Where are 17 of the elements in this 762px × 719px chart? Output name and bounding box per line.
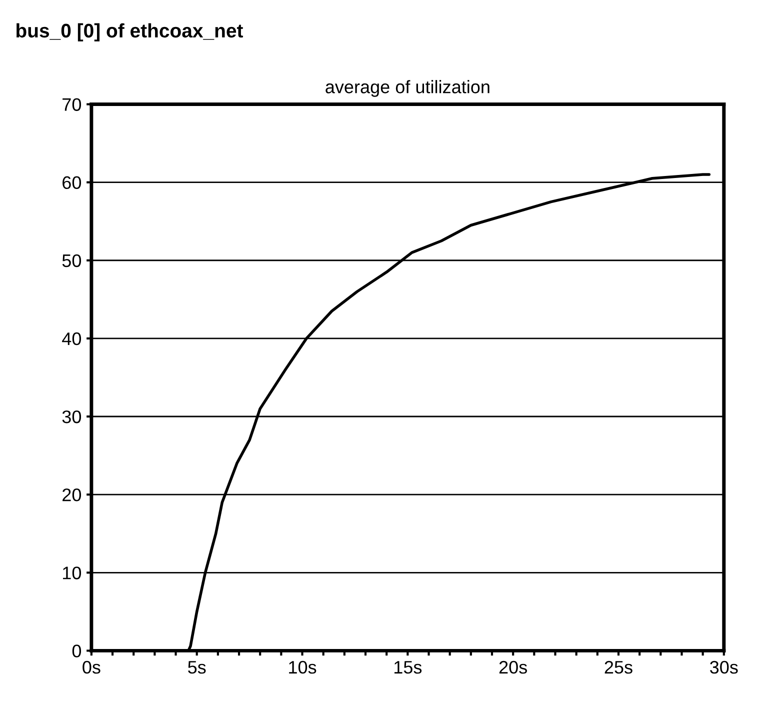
y-tick-label: 0 xyxy=(72,644,82,658)
x-tick-label: 25s xyxy=(604,660,632,674)
y-tick-label: 40 xyxy=(62,332,82,346)
x-tick-label: 20s xyxy=(499,660,527,674)
y-tick-label: 20 xyxy=(62,488,82,502)
chart-title: bus_0 [0] of ethcoax_net xyxy=(16,23,243,42)
x-tick-label: 30s xyxy=(710,660,738,674)
x-tick-label: 15s xyxy=(394,661,422,674)
chart-subtitle: average of utilization xyxy=(326,80,490,97)
y-tick-label: 60 xyxy=(62,176,82,190)
y-tick-label: 10 xyxy=(63,566,82,580)
x-tick-label: 5s xyxy=(188,661,206,674)
x-tick-label: 10s xyxy=(289,660,316,674)
y-tick-label: 50 xyxy=(62,254,82,268)
x-tick-label: 0s xyxy=(82,660,100,674)
y-tick-label: 30 xyxy=(62,410,82,424)
y-tick-label: 70 xyxy=(62,98,82,111)
